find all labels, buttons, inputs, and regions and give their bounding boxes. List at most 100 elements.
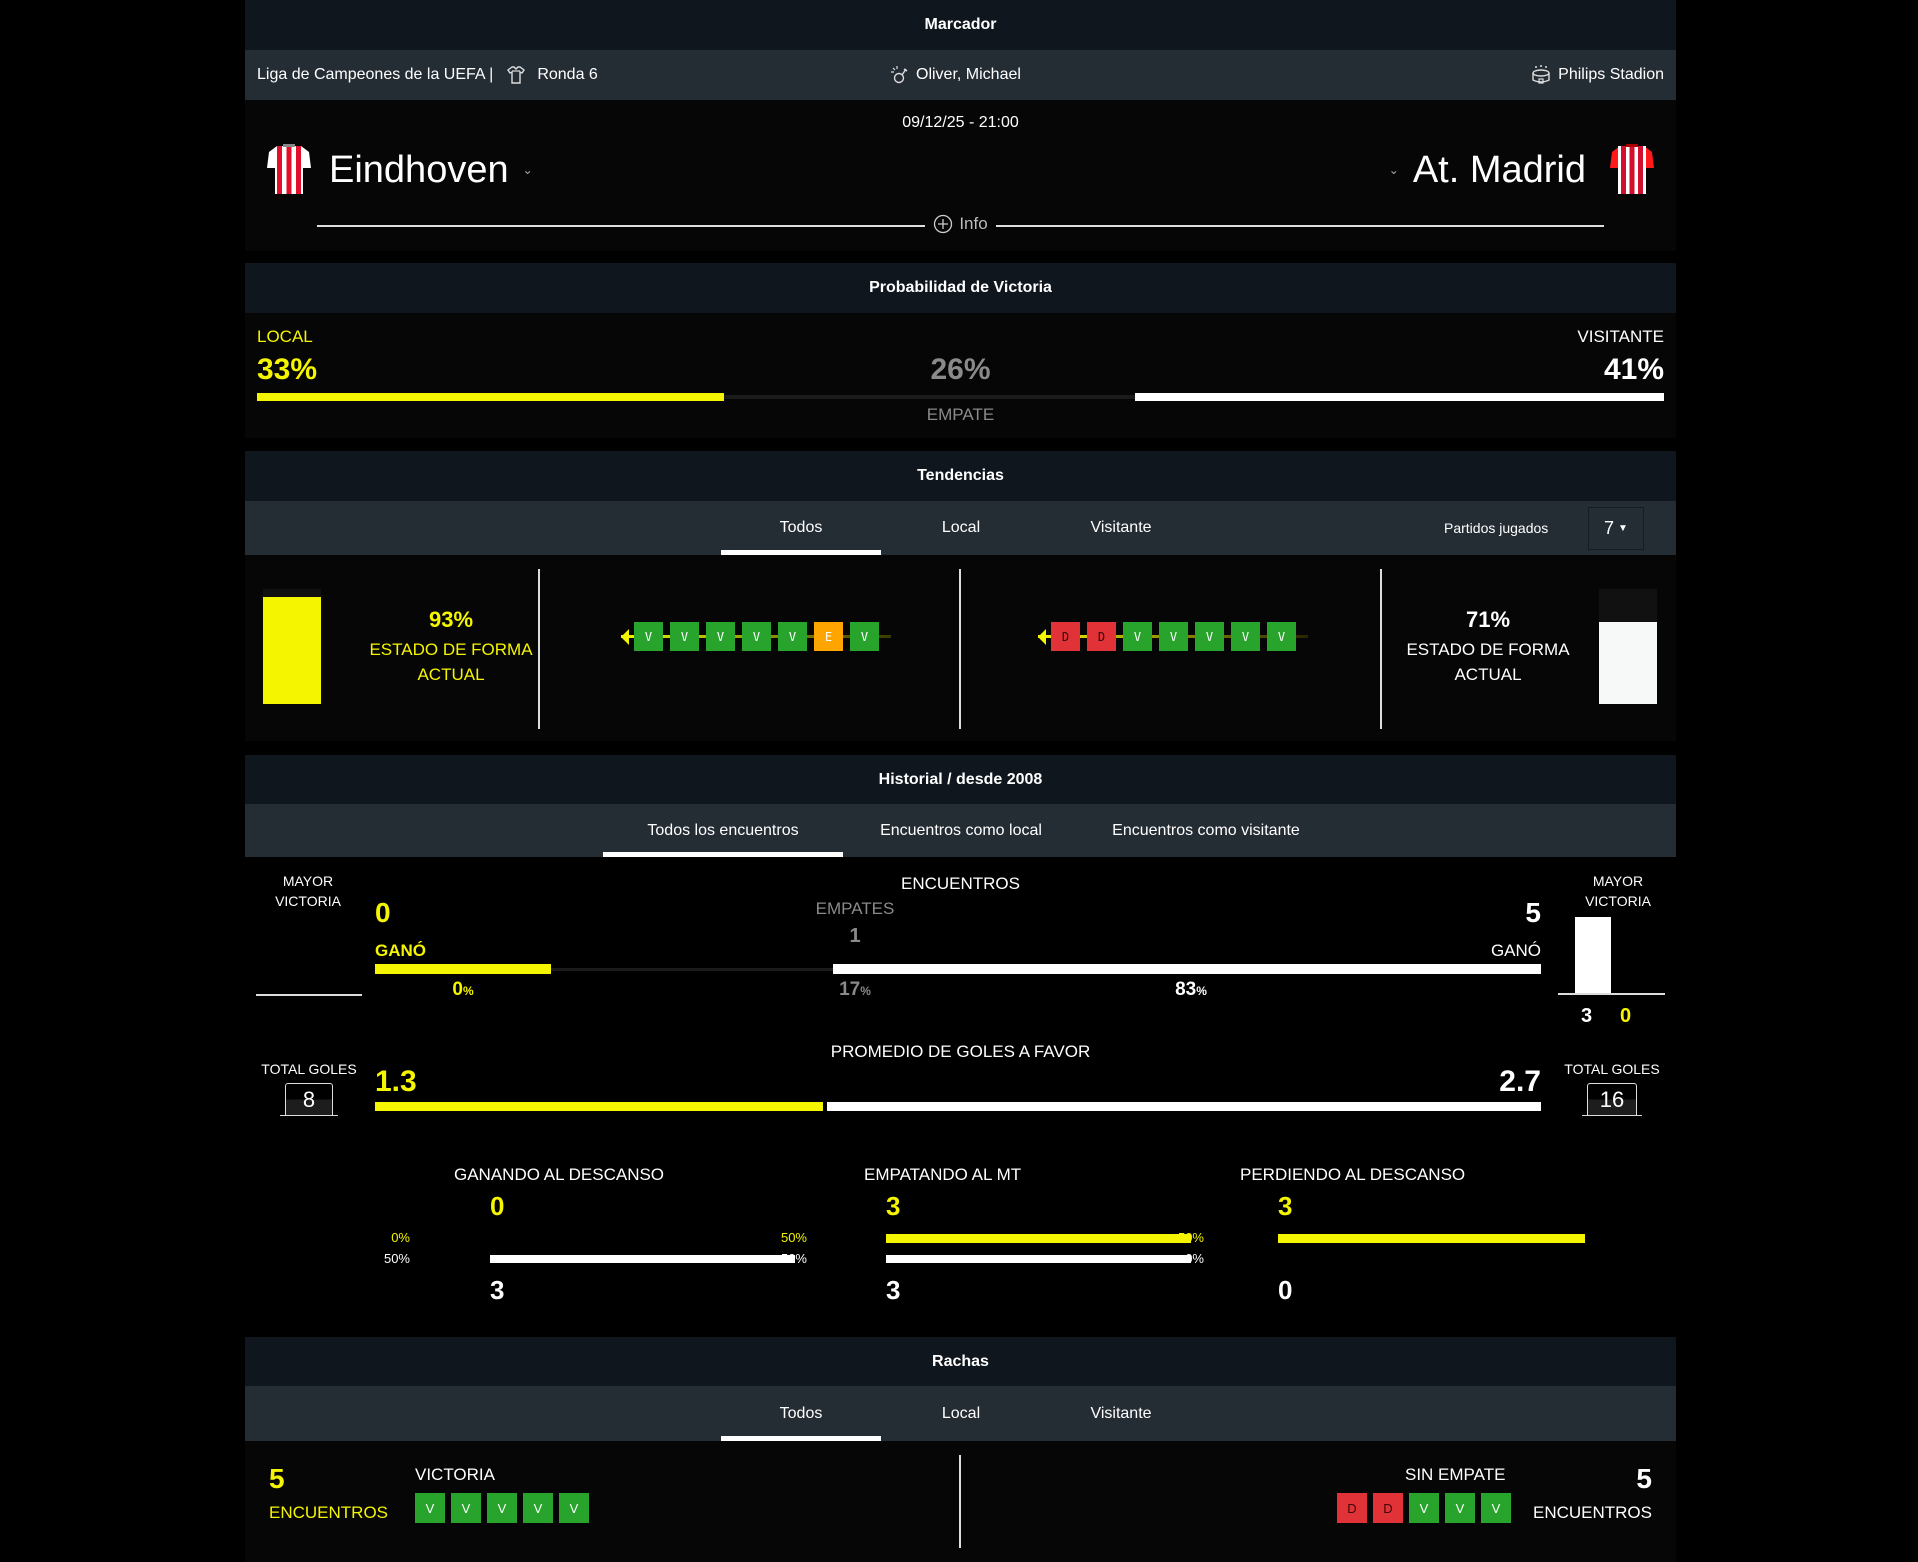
home-team-name[interactable]: Eindhoven bbox=[329, 148, 509, 191]
played-label: Partidos jugados bbox=[1444, 520, 1549, 536]
scoreboard-section: Marcador Liga de Campeones de la UEFA | … bbox=[245, 0, 1676, 251]
result-chip: D bbox=[1373, 1493, 1403, 1523]
match-datetime: 09/12/25 - 21:00 bbox=[902, 114, 1019, 131]
win-probability-title: Probabilidad de Victoria bbox=[245, 263, 1676, 313]
halftime-winning: GANANDO AL DESCANSO 0 0% 50% 3 bbox=[370, 1157, 795, 1317]
tab-todos-los-encuentros[interactable]: Todos los encuentros bbox=[603, 804, 843, 857]
divider bbox=[959, 1455, 961, 1548]
home-wins-pct: 0% bbox=[452, 979, 474, 1000]
referee-name: Oliver, Michael bbox=[916, 66, 1021, 83]
tab-todos[interactable]: Todos bbox=[721, 501, 881, 555]
plus-circle-icon bbox=[933, 214, 953, 234]
result-chip: V bbox=[850, 622, 879, 651]
probability-track bbox=[257, 395, 1664, 399]
tab-local[interactable]: Local bbox=[941, 1404, 981, 1422]
result-chip: V bbox=[1159, 622, 1188, 651]
local-probability-bar bbox=[257, 393, 724, 401]
match-info-bar: Liga de Campeones de la UEFA | Ronda 6 O… bbox=[245, 50, 1676, 100]
result-chip: V bbox=[670, 622, 699, 651]
local-probability: 33% bbox=[257, 353, 318, 386]
result-chip: D bbox=[1051, 622, 1080, 651]
away-probability-bar bbox=[1135, 393, 1664, 401]
home-shirt-icon bbox=[265, 142, 313, 198]
shirt-icon bbox=[505, 64, 527, 86]
tab-encuentros-como-visitante[interactable]: Encuentros como visitante bbox=[1112, 821, 1300, 839]
info-divider bbox=[317, 225, 1604, 227]
streaks-section: Rachas Todos Local Visitante 5 ENCUENTRO… bbox=[245, 1337, 1676, 1562]
head-to-head-body: MAYOR VICTORIA ENCUENTROS 0 GANÓ EMPATES… bbox=[245, 857, 1676, 1323]
away-shirt-icon bbox=[1608, 142, 1656, 198]
chevron-down-icon[interactable]: ⌄ bbox=[522, 163, 533, 177]
away-form-gauge bbox=[1599, 589, 1657, 704]
away-streak-count: 5 bbox=[1636, 1463, 1652, 1494]
home-form-label: ESTADO DE FORMA ACTUAL bbox=[369, 640, 533, 684]
home-form-percent: 93% bbox=[428, 607, 474, 632]
away-total-goals-label: TOTAL GOLES bbox=[1564, 1061, 1660, 1077]
away-avg-goals-bar bbox=[827, 1102, 1541, 1111]
visitante-label: VISITANTE bbox=[1577, 327, 1664, 346]
teams-area: 09/12/25 - 21:00 Eindhoven ⌄ ⌄ At. Madri… bbox=[245, 100, 1676, 251]
away-wins-bar bbox=[833, 964, 1541, 974]
streaks-title: Rachas bbox=[245, 1337, 1676, 1386]
played-value: 7 bbox=[1604, 518, 1615, 538]
away-team-name[interactable]: At. Madrid bbox=[1412, 148, 1586, 191]
away-probability: 41% bbox=[1603, 353, 1664, 386]
tab-visitante[interactable]: Visitante bbox=[1090, 1404, 1152, 1422]
result-chip: V bbox=[415, 1493, 445, 1523]
draws-label: EMPATES bbox=[815, 899, 895, 918]
away-streak-results: D D V V V bbox=[1337, 1493, 1517, 1523]
result-chip: V bbox=[778, 622, 807, 651]
stadium-icon bbox=[1530, 64, 1552, 86]
away-won-label: GANÓ bbox=[1490, 941, 1541, 960]
tab-todos[interactable]: Todos bbox=[721, 1386, 881, 1441]
halftime-drawing: EMPATANDO AL MT 3 50% 50% 3 bbox=[764, 1157, 1191, 1317]
form-body: 93% ESTADO DE FORMA ACTUAL V V V V V E V… bbox=[245, 555, 1676, 741]
streaks-body: 5 ENCUENTROS VICTORIA V V V V V SIN EMPA… bbox=[245, 1441, 1676, 1562]
away-streak-type: SIN EMPATE bbox=[1405, 1465, 1506, 1484]
info-toggle[interactable]: Info bbox=[245, 214, 1676, 234]
tab-visitante[interactable]: Visitante bbox=[1090, 519, 1152, 536]
home-won-label: GANÓ bbox=[375, 941, 426, 960]
result-chip: D bbox=[1087, 622, 1116, 651]
away-wins-pct: 83% bbox=[1175, 979, 1207, 1000]
tab-encuentros-como-local[interactable]: Encuentros como local bbox=[880, 821, 1042, 839]
result-chip: V bbox=[1123, 622, 1152, 651]
result-chip: V bbox=[559, 1493, 589, 1523]
away-team[interactable]: ⌄ At. Madrid bbox=[1389, 142, 1656, 198]
competition-name[interactable]: Liga de Campeones de la UEFA | bbox=[257, 66, 494, 83]
away-avg-goals: 2.7 bbox=[1499, 1065, 1541, 1098]
home-team[interactable]: Eindhoven ⌄ bbox=[265, 142, 533, 198]
result-chip: V bbox=[706, 622, 735, 651]
result-chip: D bbox=[1337, 1493, 1367, 1523]
away-form-label: ESTADO DE FORMA ACTUAL bbox=[1406, 640, 1570, 684]
draws-pct: 17% bbox=[839, 979, 871, 1000]
result-chip: E bbox=[814, 622, 843, 651]
home-total-goals-label: TOTAL GOLES bbox=[261, 1061, 357, 1077]
biggest-win-home-goals: 3 bbox=[1581, 1005, 1593, 1027]
tab-local[interactable]: Local bbox=[941, 519, 981, 536]
result-chip: V bbox=[1481, 1493, 1511, 1523]
home-streak-count-label: ENCUENTROS bbox=[269, 1503, 389, 1522]
draw-probability: 26% bbox=[930, 353, 991, 386]
home-wins-bar bbox=[375, 964, 551, 974]
scoreboard-title: Marcador bbox=[245, 0, 1676, 50]
divider bbox=[538, 569, 540, 729]
info-label: Info bbox=[959, 214, 988, 233]
chevron-down-icon[interactable]: ⌄ bbox=[1388, 163, 1399, 177]
trends-section: Tendencias Todos Local Visitante Partido… bbox=[245, 451, 1676, 741]
played-select[interactable]: 7 ▼ bbox=[1588, 507, 1644, 550]
biggest-win-away-goals: 0 bbox=[1620, 1005, 1632, 1027]
divider bbox=[959, 569, 961, 729]
home-biggest-win-baseline bbox=[256, 994, 362, 996]
trends-tabs: Todos Local Visitante Partidos jugados 7… bbox=[245, 501, 1676, 555]
head-to-head-title: Historial / desde 2008 bbox=[245, 755, 1676, 804]
away-streak-count-label: ENCUENTROS bbox=[1532, 1503, 1652, 1522]
home-form-results: V V V V V E V bbox=[634, 622, 886, 651]
result-chip: V bbox=[1409, 1493, 1439, 1523]
stadium-name: Philips Stadion bbox=[1558, 66, 1664, 83]
result-chip: V bbox=[523, 1493, 553, 1523]
avg-goals-label: PROMEDIO DE GOLES A FAVOR bbox=[830, 1042, 1091, 1061]
away-form-results: D D V V V V V bbox=[1051, 622, 1303, 651]
home-avg-goals: 1.3 bbox=[375, 1065, 417, 1098]
result-chip: V bbox=[634, 622, 663, 651]
